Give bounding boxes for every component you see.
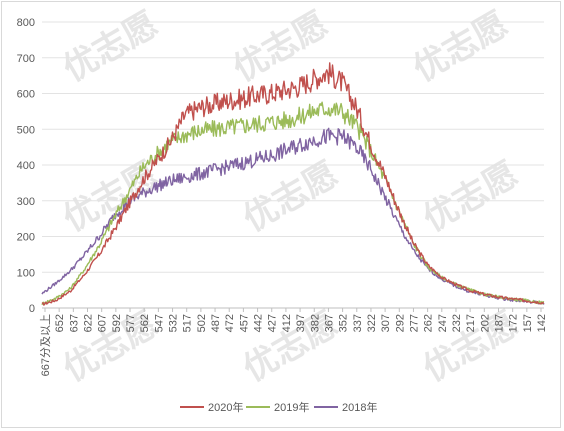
x-tick-label: 547 — [153, 314, 165, 332]
x-tick-label: 427 — [267, 314, 279, 332]
x-tick-label: 277 — [408, 314, 420, 332]
legend-label: 2019年 — [274, 400, 309, 414]
watermark-text: 优志愿 — [57, 4, 165, 90]
x-tick-label: 292 — [394, 314, 406, 332]
x-tick-label: 487 — [210, 314, 222, 332]
x-tick-label: 592 — [111, 314, 123, 332]
x-tick-label: 637 — [68, 314, 80, 332]
x-tick-label: 622 — [83, 314, 95, 332]
x-tick-label: 577 — [125, 314, 137, 332]
x-tick-label: 217 — [465, 314, 477, 332]
y-tick-label: 200 — [17, 232, 35, 244]
series-lines — [41, 62, 545, 306]
x-tick-label: 442 — [253, 314, 265, 332]
y-axis-ticks: 0 100 200 300 400 500 600 700 800 — [17, 17, 35, 315]
x-tick-label: 262 — [423, 314, 435, 332]
x-tick-label: 667分及以上 — [39, 314, 52, 376]
series-line-1 — [41, 101, 545, 306]
x-axis-ticks: 667分及以上 652 637 622 607 592 577 562 547 532 517 502… — [39, 308, 548, 376]
x-tick-label: 457 — [238, 314, 250, 332]
y-tick-label: 600 — [17, 89, 35, 101]
y-tick-label: 800 — [17, 17, 35, 29]
watermark-text: 优志愿 — [57, 154, 165, 240]
x-tick-label: 307 — [380, 314, 392, 332]
x-tick-label: 412 — [281, 314, 293, 332]
x-tick-label: 202 — [479, 314, 491, 332]
x-tick-label: 352 — [338, 314, 350, 332]
y-tick-label: 100 — [17, 267, 35, 279]
x-tick-label: 142 — [536, 314, 548, 332]
series-line-0 — [41, 62, 545, 306]
y-tick-label: 400 — [17, 160, 35, 172]
x-tick-label: 652 — [54, 314, 66, 332]
x-tick-label: 172 — [508, 314, 520, 332]
x-tick-label: 322 — [366, 314, 378, 332]
y-tick-label: 700 — [17, 53, 35, 65]
x-tick-label: 232 — [451, 314, 463, 332]
legend-label: 2018年 — [342, 400, 377, 414]
x-tick-label: 607 — [97, 314, 109, 332]
y-tick-label: 500 — [17, 124, 35, 136]
x-tick-label: 367 — [323, 314, 335, 332]
x-tick-label: 532 — [168, 314, 180, 332]
x-tick-label: 247 — [437, 314, 449, 332]
y-tick-label: 0 — [29, 303, 35, 315]
legend: 2020年 2019年 2018年 — [180, 400, 377, 414]
legend-label: 2020年 — [208, 400, 243, 414]
x-tick-label: 502 — [196, 314, 208, 332]
x-tick-label: 562 — [139, 314, 151, 332]
x-tick-label: 472 — [224, 314, 236, 332]
x-tick-label: 382 — [309, 314, 321, 332]
x-tick-label: 157 — [522, 314, 534, 332]
x-tick-label: 397 — [295, 314, 307, 332]
watermark-text: 优志愿 — [417, 154, 525, 240]
x-tick-label: 517 — [182, 314, 194, 332]
watermark-text: 优志愿 — [407, 4, 515, 90]
y-tick-label: 300 — [17, 196, 35, 208]
x-tick-label: 337 — [352, 314, 364, 332]
watermark-text: 优志愿 — [227, 4, 335, 90]
x-tick-label: 187 — [493, 314, 505, 332]
